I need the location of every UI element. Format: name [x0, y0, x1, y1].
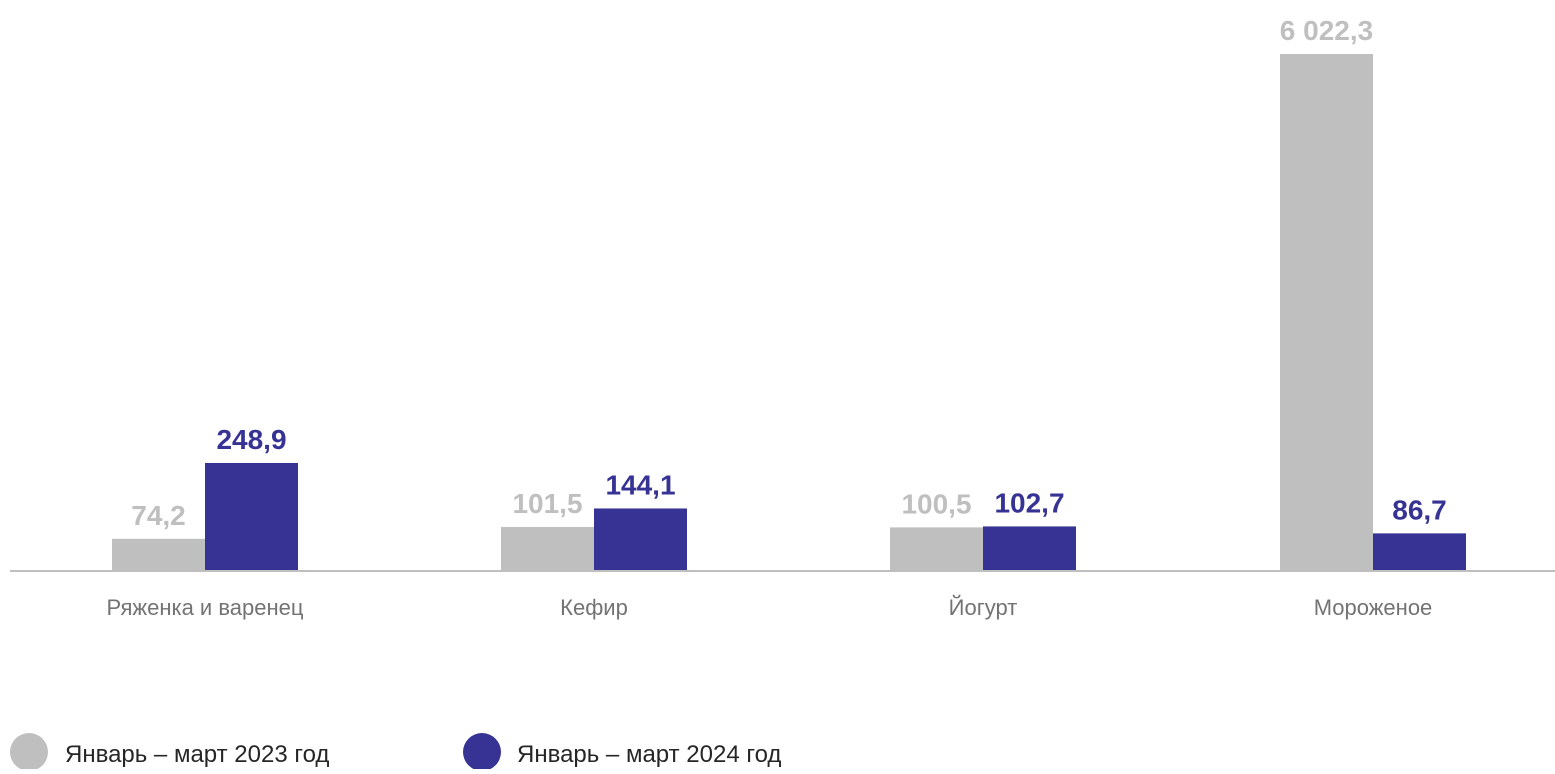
value-label-2023-3: 6 022,3: [1280, 15, 1373, 46]
legend-item-2023: Январь – март 2023 год: [10, 733, 329, 771]
bar-2023-2: [890, 527, 983, 571]
bar-2024-1: [594, 508, 687, 571]
bar-2023-3: [1280, 54, 1373, 571]
bar-2024-2: [983, 526, 1076, 571]
category-label-1: Кефир: [560, 595, 628, 620]
legend-label-2024: Январь – март 2024 год: [517, 741, 781, 768]
bars-layer: [112, 54, 1466, 571]
bar-2024-0: [205, 462, 298, 571]
value-labels-layer: 74,2 248,9 101,5 144,1 100,5 102,7 6 022,3 86,7: [131, 15, 1447, 531]
legend-swatch-2024: [463, 733, 501, 771]
value-label-2024-1: 144,1: [605, 469, 675, 500]
value-label-2024-2: 102,7: [994, 487, 1064, 518]
legend-swatch-2023: [10, 733, 48, 771]
value-label-2023-1: 101,5: [512, 488, 582, 519]
value-label-2024-0: 248,9: [216, 424, 286, 455]
value-label-2023-2: 100,5: [901, 488, 971, 519]
legend-item-2024: Январь – март 2024 год: [463, 733, 781, 771]
bar-2023-1: [501, 526, 594, 571]
bar-2023-0: [112, 538, 205, 571]
value-label-2023-0: 74,2: [131, 500, 186, 531]
legend-label-2023: Январь – март 2023 год: [65, 741, 329, 768]
category-label-3: Мороженое: [1314, 595, 1433, 620]
bar-2024-3: [1373, 533, 1466, 571]
category-label-2: Йогурт: [949, 595, 1018, 620]
category-labels-layer: Ряженка и варенец Кефир Йогурт Мороженое: [107, 595, 1433, 620]
category-label-0: Ряженка и варенец: [107, 595, 304, 620]
legend: Январь – март 2023 год Январь – март 2024…: [10, 733, 781, 771]
value-label-2024-3: 86,7: [1392, 494, 1447, 525]
